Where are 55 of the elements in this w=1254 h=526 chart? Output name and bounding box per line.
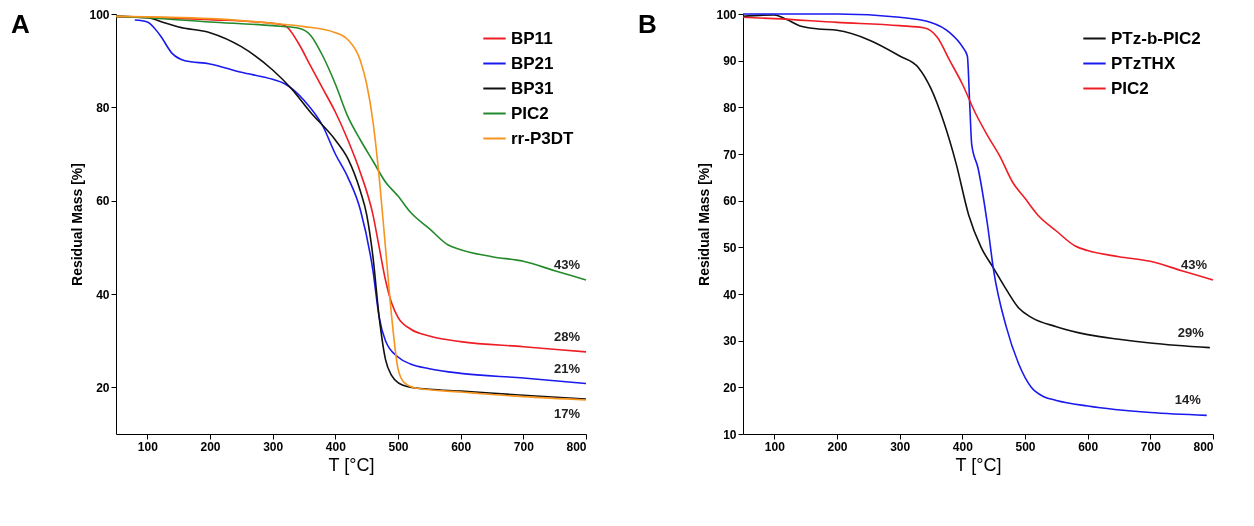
y-tick-label: 30: [723, 334, 737, 349]
x-tick-label: 600: [451, 439, 472, 454]
y-tick-label: 100: [89, 7, 110, 22]
line-series: [742, 16, 1214, 281]
annotation: 28%: [553, 328, 581, 344]
legend-label: rr-P3DT: [511, 128, 574, 148]
legend-label: BP11: [511, 28, 553, 48]
line-series: [742, 13, 1208, 417]
x-axis-title: T [°C]: [955, 454, 1002, 475]
y-tick-label: 20: [96, 380, 110, 395]
annotation: 14%: [1174, 392, 1202, 408]
y-tick-label: 60: [723, 194, 737, 209]
annotation: 17%: [553, 405, 581, 421]
y-tick-label: 80: [96, 100, 110, 115]
x-tick-label: 100: [137, 439, 159, 454]
x-tick-label: 500: [388, 439, 409, 454]
chart-title: A: [10, 9, 30, 39]
annotation: 43%: [553, 257, 581, 272]
legend-label: PIC2: [511, 103, 549, 123]
y-tick-label: 80: [723, 100, 737, 115]
x-tick-label: 200: [200, 439, 221, 454]
y-axis-title: Residual Mass [%]: [69, 163, 86, 286]
y-tick-label: 40: [723, 287, 737, 302]
y-tick-label: 50: [723, 240, 737, 255]
legend-label: PTz-b-PIC2: [1111, 28, 1201, 48]
legend-label: PIC2: [1111, 78, 1149, 98]
legend-label: BP21: [511, 53, 554, 73]
x-tick-label: 300: [890, 439, 911, 454]
y-tick-label: 40: [96, 287, 110, 302]
chart-title: B: [637, 9, 657, 39]
legend-label: BP31: [511, 78, 554, 98]
legend-label: PTzTHX: [1111, 53, 1176, 73]
x-tick-label: 200: [827, 439, 848, 454]
x-tick-label: 400: [325, 439, 347, 454]
x-tick-label: 100: [764, 439, 786, 454]
x-tick-label: 400: [952, 439, 974, 454]
y-tick-label: 100: [716, 7, 737, 22]
y-tick-label: 60: [96, 194, 110, 209]
x-tick-label: 300: [263, 439, 284, 454]
y-tick-label: 90: [723, 54, 737, 69]
line-series: [742, 14, 1211, 349]
x-tick-label: 700: [513, 439, 535, 454]
y-tick-label: 70: [723, 147, 737, 162]
y-axis-title: Residual Mass [%]: [696, 163, 713, 286]
x-tick-label: 700: [1140, 439, 1162, 454]
y-tick-label: 10: [723, 427, 737, 442]
y-tick-label: 20: [723, 380, 737, 395]
annotation: 21%: [553, 360, 581, 376]
annotation: 29%: [1177, 324, 1205, 340]
x-tick-label: 600: [1078, 439, 1099, 454]
x-tick-label: 500: [1015, 439, 1036, 454]
x-tick-label: 800: [566, 439, 587, 454]
x-axis-title: T [°C]: [328, 454, 375, 475]
annotation: 43%: [1180, 257, 1208, 272]
x-tick-label: 800: [1193, 439, 1214, 454]
